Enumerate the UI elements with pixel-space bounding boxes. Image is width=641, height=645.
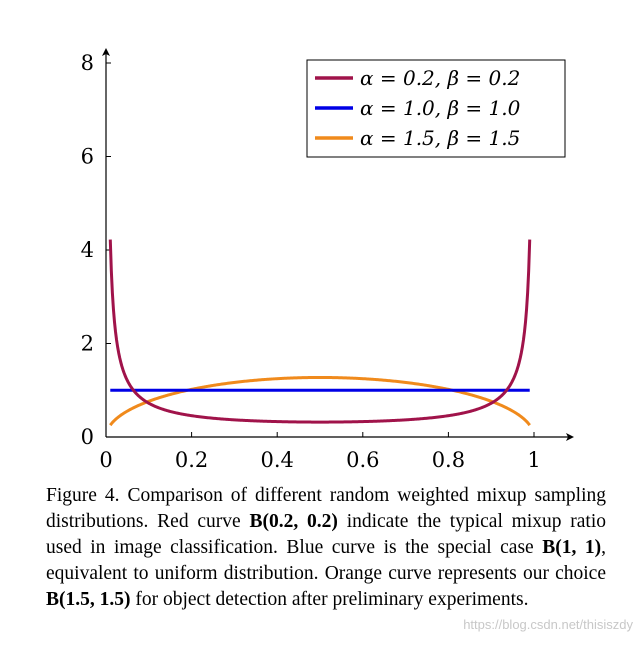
- legend-entry-1: α = 0.2, β = 0.2: [360, 66, 520, 90]
- caption-beta-1: B(0.2, 0.2): [249, 511, 338, 532]
- series-layer: [108, 239, 532, 427]
- caption-text-3: , equivalent to uniform distribution. Or…: [46, 537, 607, 584]
- y-tick-label: 6: [81, 145, 94, 169]
- x-tick-label: 0.2: [175, 448, 208, 472]
- caption-text-4: for object detection after preliminary e…: [135, 589, 529, 610]
- caption-beta-3: B(1.5, 1.5): [46, 589, 131, 610]
- axes: 0 0.2 0.4 0.6 0.8 1 0 2 4 6 8: [81, 48, 574, 472]
- x-tick-label: 0.6: [346, 448, 379, 472]
- caption-label: Figure 4.: [46, 485, 120, 506]
- watermark: https://blog.csdn.net/thisiszdy: [463, 617, 633, 632]
- x-tick-label: 1: [527, 448, 540, 472]
- x-tick-label: 0.4: [260, 448, 293, 472]
- y-tick-label: 8: [81, 51, 94, 75]
- y-tick-label: 0: [81, 425, 94, 449]
- x-axis-arrow: [566, 433, 574, 441]
- legend: α = 0.2, β = 0.2 α = 1.0, β = 1.0 α = 1.5,…: [306, 59, 566, 158]
- y-tick-label: 4: [81, 238, 94, 262]
- y-axis-arrow: [102, 48, 110, 56]
- series-line-1: [108, 239, 532, 424]
- chart: 0 0.2 0.4 0.6 0.8 1 0 2 4 6 8 α = 0.2, β = 0.2 α = …: [81, 48, 574, 472]
- x-tick-label: 0: [99, 448, 112, 472]
- legend-entry-3: α = 1.5, β = 1.5: [360, 126, 520, 150]
- caption-text-1: Comparison of different random weighted …: [46, 485, 606, 532]
- y-tick-label: 2: [81, 332, 94, 356]
- caption-beta-2: B(1, 1): [542, 537, 602, 558]
- series-line-3: [109, 375, 531, 427]
- caption-text-2: indicate the typical mixup ratio used in…: [46, 511, 607, 558]
- figure-caption: Figure 4. Comparison of different random…: [46, 483, 606, 613]
- x-tick-label: 0.8: [432, 448, 465, 472]
- legend-entry-2: α = 1.0, β = 1.0: [360, 96, 521, 120]
